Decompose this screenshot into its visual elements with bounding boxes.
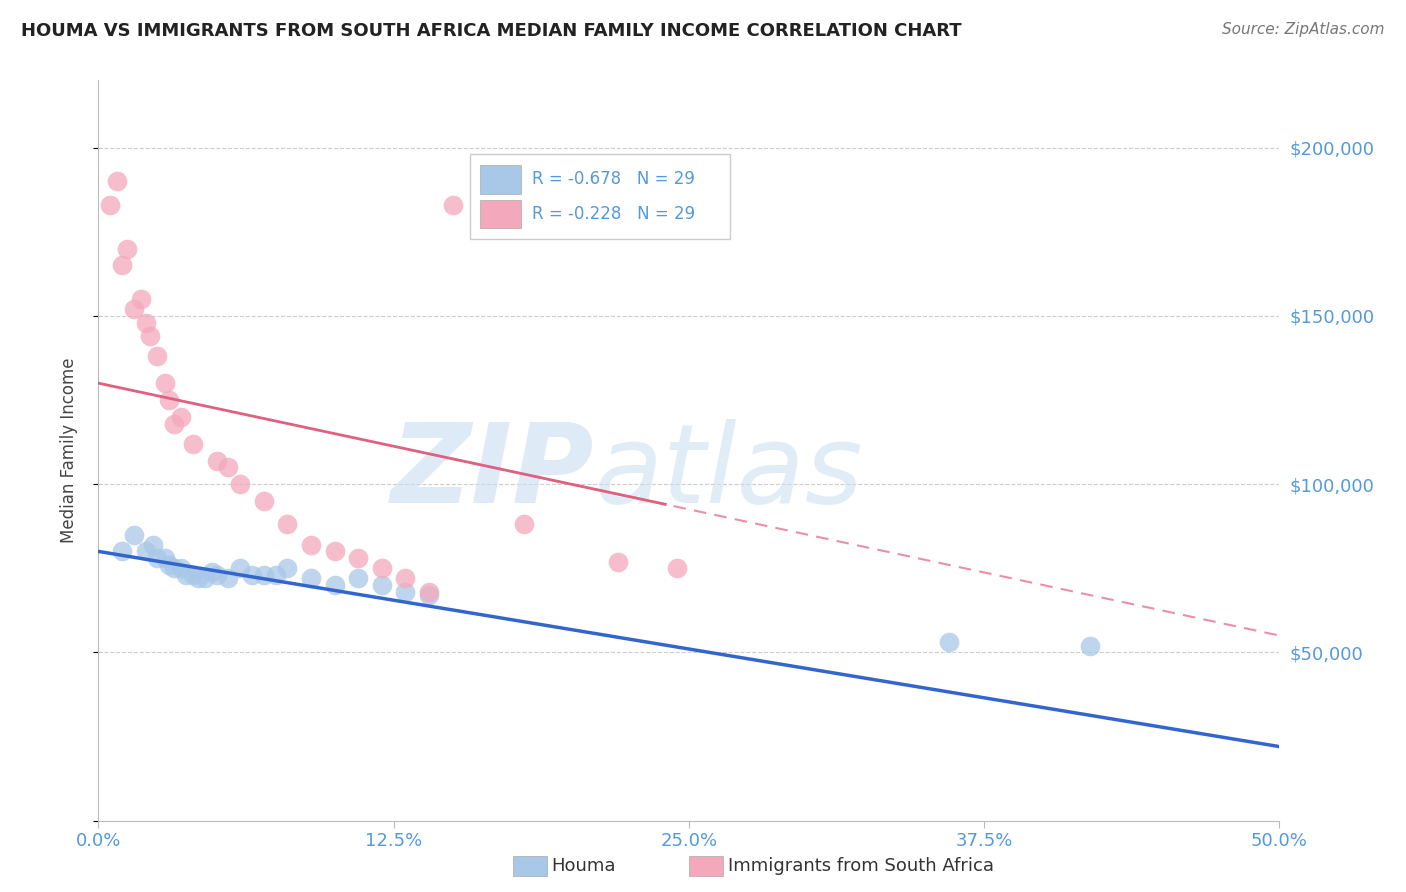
Point — [194, 571, 217, 585]
Point — [264, 568, 287, 582]
Point — [253, 568, 276, 582]
Point — [323, 544, 346, 558]
Point — [394, 584, 416, 599]
Point — [253, 494, 276, 508]
Point — [181, 568, 204, 582]
Point — [170, 561, 193, 575]
Point — [240, 568, 263, 582]
Point — [299, 571, 322, 585]
Point — [135, 544, 157, 558]
Point — [666, 561, 689, 575]
Point — [135, 316, 157, 330]
FancyBboxPatch shape — [479, 165, 522, 194]
Point — [347, 551, 370, 566]
Text: Immigrants from South Africa: Immigrants from South Africa — [728, 857, 994, 875]
Point — [394, 571, 416, 585]
Point — [115, 242, 138, 256]
Point — [229, 477, 252, 491]
Point — [299, 538, 322, 552]
Point — [276, 517, 298, 532]
Point — [371, 578, 394, 592]
Point — [371, 561, 394, 575]
Point — [181, 436, 204, 450]
Point — [122, 527, 145, 541]
Point — [122, 302, 145, 317]
Text: atlas: atlas — [595, 419, 863, 526]
Y-axis label: Median Family Income: Median Family Income — [59, 358, 77, 543]
Point — [201, 565, 224, 579]
Point — [163, 561, 186, 575]
Point — [217, 571, 239, 585]
Point — [111, 544, 134, 558]
Point — [418, 584, 440, 599]
Point — [111, 259, 134, 273]
Point — [146, 551, 169, 566]
Point — [217, 460, 239, 475]
Point — [347, 571, 370, 585]
FancyBboxPatch shape — [471, 154, 730, 239]
Point — [276, 561, 298, 575]
Point — [139, 329, 162, 343]
Point — [607, 555, 630, 569]
Text: Houma: Houma — [551, 857, 616, 875]
Point — [174, 568, 197, 582]
Point — [105, 174, 128, 188]
Text: HOUMA VS IMMIGRANTS FROM SOUTH AFRICA MEDIAN FAMILY INCOME CORRELATION CHART: HOUMA VS IMMIGRANTS FROM SOUTH AFRICA ME… — [21, 22, 962, 40]
Point — [418, 588, 440, 602]
Point — [938, 635, 960, 649]
Point — [1080, 639, 1102, 653]
Point — [205, 453, 228, 467]
Point — [98, 198, 121, 212]
Text: R = -0.228   N = 29: R = -0.228 N = 29 — [531, 205, 695, 223]
Point — [229, 561, 252, 575]
Point — [157, 558, 180, 572]
Text: ZIP: ZIP — [391, 419, 595, 526]
Point — [187, 571, 209, 585]
Text: R = -0.678   N = 29: R = -0.678 N = 29 — [531, 170, 695, 188]
Point — [153, 551, 176, 566]
Point — [142, 538, 165, 552]
Point — [323, 578, 346, 592]
Point — [157, 392, 180, 407]
FancyBboxPatch shape — [479, 200, 522, 228]
Point — [170, 409, 193, 424]
Point — [163, 417, 186, 431]
Text: Source: ZipAtlas.com: Source: ZipAtlas.com — [1222, 22, 1385, 37]
Point — [153, 376, 176, 391]
Point — [205, 568, 228, 582]
Point — [146, 349, 169, 363]
Point — [129, 292, 152, 306]
Point — [512, 517, 534, 532]
Point — [441, 198, 464, 212]
